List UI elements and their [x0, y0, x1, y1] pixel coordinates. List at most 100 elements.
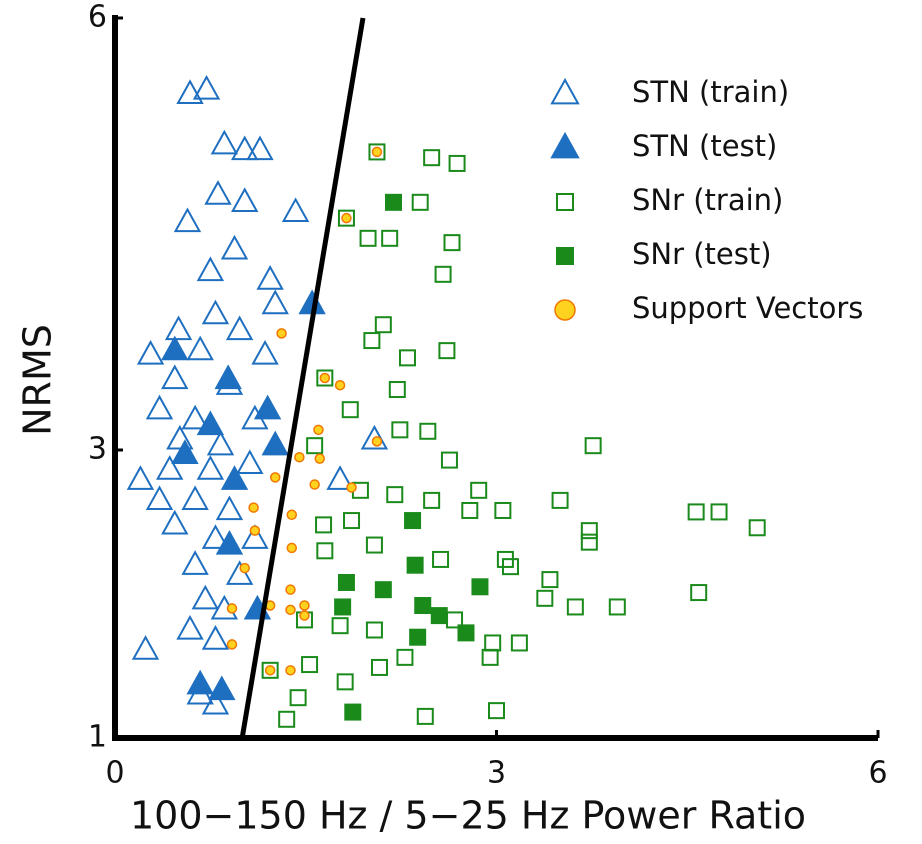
- point: [241, 524, 269, 549]
- point: [359, 229, 377, 247]
- point: [384, 193, 402, 211]
- point: [226, 603, 238, 614]
- point: [201, 689, 230, 715]
- point: [396, 648, 414, 666]
- legend-label: SNr (test): [632, 237, 772, 271]
- point: [220, 234, 249, 260]
- point: [186, 669, 214, 695]
- point: [484, 634, 502, 652]
- point: [541, 571, 559, 589]
- point: [301, 656, 319, 674]
- point: [251, 339, 279, 365]
- point: [374, 581, 392, 599]
- point: [231, 135, 259, 161]
- point: [470, 481, 488, 499]
- point: [391, 421, 409, 439]
- point: [161, 335, 189, 361]
- point: [261, 430, 289, 456]
- point: [161, 364, 189, 390]
- point: [343, 512, 361, 530]
- point: [471, 578, 489, 596]
- point: [171, 439, 199, 464]
- point: [687, 503, 705, 521]
- point: [381, 229, 399, 247]
- point: [126, 465, 155, 490]
- y-tick-label: 3: [88, 432, 107, 467]
- point: [315, 516, 333, 534]
- y-tick-label: 6: [88, 0, 107, 35]
- point: [196, 256, 225, 282]
- point: [365, 536, 383, 554]
- legend-symbol: [556, 247, 574, 265]
- point: [580, 533, 598, 551]
- point: [286, 509, 298, 521]
- point: [341, 212, 352, 224]
- point: [438, 342, 456, 360]
- point: [551, 491, 569, 509]
- point: [214, 364, 242, 390]
- point: [336, 673, 354, 691]
- point: [434, 265, 452, 283]
- point: [286, 542, 298, 554]
- point: [285, 604, 296, 616]
- point: [494, 501, 512, 519]
- point: [201, 524, 230, 549]
- point: [201, 299, 230, 325]
- point: [294, 451, 305, 463]
- point: [430, 607, 448, 625]
- point: [299, 600, 310, 611]
- point: [337, 209, 355, 227]
- point: [264, 665, 276, 676]
- legend-label: STN (test): [632, 129, 777, 163]
- x-tick-label: 0: [105, 756, 124, 791]
- point: [181, 404, 209, 430]
- point: [409, 628, 427, 646]
- point: [249, 525, 261, 536]
- point: [173, 207, 202, 233]
- legend-symbol: [550, 131, 580, 159]
- point: [316, 369, 334, 387]
- point: [231, 187, 259, 212]
- point: [334, 379, 346, 391]
- point: [608, 598, 626, 616]
- point: [186, 335, 214, 361]
- point: [136, 339, 165, 365]
- point: [319, 372, 331, 384]
- point: [423, 491, 441, 509]
- point: [206, 430, 235, 456]
- point: [488, 702, 505, 720]
- point: [161, 509, 189, 535]
- point: [191, 584, 219, 610]
- point: [419, 422, 437, 440]
- point: [461, 501, 479, 519]
- point: [341, 401, 359, 419]
- y-tick-label: 1: [88, 720, 107, 755]
- point: [256, 265, 284, 290]
- point: [196, 455, 225, 480]
- point: [289, 689, 307, 707]
- point: [278, 710, 296, 728]
- point: [145, 485, 174, 511]
- point: [192, 74, 221, 100]
- point: [580, 522, 598, 540]
- point: [208, 675, 236, 701]
- decision-line: [239, 17, 366, 739]
- y-axis-label: NRMS: [16, 324, 60, 436]
- point: [285, 665, 296, 676]
- point: [215, 495, 244, 521]
- legend-symbol: [556, 193, 574, 211]
- point: [584, 437, 602, 455]
- point: [368, 143, 386, 161]
- point: [690, 584, 708, 602]
- point: [269, 472, 281, 483]
- point: [414, 597, 432, 615]
- point: [215, 530, 244, 555]
- point: [344, 703, 362, 721]
- point: [210, 129, 239, 155]
- point: [331, 617, 349, 635]
- x-axis-label: 100−150 Hz / 5−25 Hz Power Ratio: [130, 794, 806, 838]
- point: [299, 610, 310, 621]
- point: [374, 316, 392, 334]
- point: [201, 625, 230, 650]
- legend-label: Support Vectors: [632, 291, 863, 325]
